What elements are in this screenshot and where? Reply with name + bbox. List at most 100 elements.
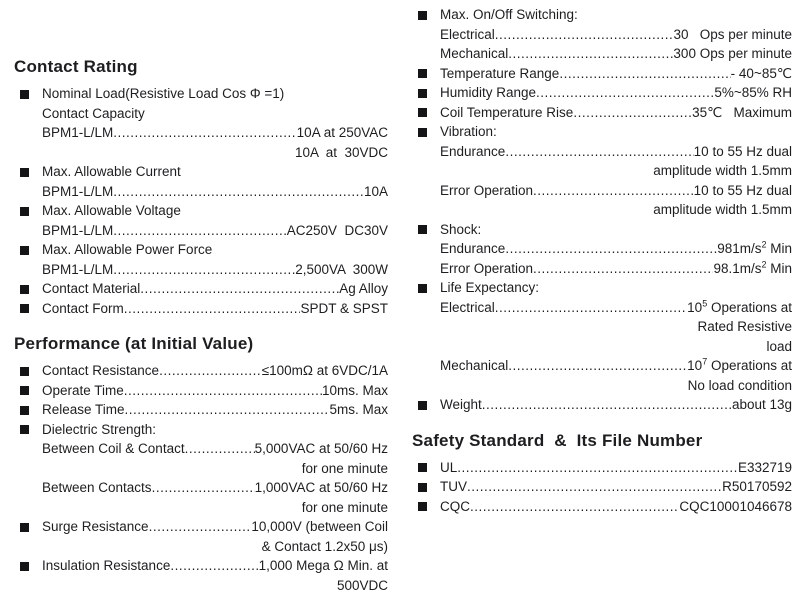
dotted-leader: ........................................…: [495, 298, 687, 318]
bullet-square-icon: [14, 556, 42, 576]
spec-value: 10 to 55 Hz dual: [694, 142, 792, 162]
dotted-leader: ........................................…: [113, 123, 296, 143]
dotted-leader: ........................................…: [125, 400, 330, 420]
spec-label: Insulation Resistance: [42, 556, 170, 576]
value-text: 10A: [364, 184, 388, 199]
dotted-leader: ........................................…: [124, 299, 301, 319]
bullet-spacer: [412, 181, 440, 201]
spacer: [42, 459, 302, 479]
bullet-spacer: [14, 576, 42, 595]
continuation-line: Rated Resistive: [412, 317, 792, 337]
spec-value: about 13g: [732, 395, 792, 415]
spec-value: 105 Operations at: [687, 298, 792, 318]
dotted-leader: ........................................…: [152, 478, 255, 498]
spec-line: Endurance...............................…: [412, 239, 792, 259]
bullet-square-icon: [412, 497, 440, 517]
spec-label: Contact Capacity: [42, 104, 145, 124]
spec-value: Rated Resistive: [697, 317, 792, 337]
spacer: [42, 537, 262, 557]
spec-value: R50170592: [722, 477, 792, 497]
spec-label: BPM1-L/LM: [42, 221, 113, 241]
spec-label: UL: [440, 458, 457, 478]
spec-label: Contact Form: [42, 299, 124, 319]
spec-label: Vibration:: [440, 122, 497, 142]
bullet-square-icon: [14, 201, 42, 221]
bullet-spacer: [14, 439, 42, 459]
square-bullet-icon: [20, 207, 29, 216]
spacer: [42, 576, 337, 595]
square-bullet-icon: [20, 406, 29, 415]
spec-value: - 40~85℃: [731, 64, 792, 84]
square-bullet-icon: [418, 225, 427, 234]
bullet-spacer: [412, 25, 440, 45]
spec-label: Mechanical: [440, 44, 508, 64]
dotted-leader: ........................................…: [113, 182, 364, 202]
continuation-line: load: [412, 337, 792, 357]
dotted-leader: ........................................…: [113, 260, 295, 280]
square-bullet-icon: [20, 386, 29, 395]
spec-value: 30 Ops per minute: [673, 25, 792, 45]
spec-line: Error Operation.........................…: [412, 259, 792, 279]
bullet-spacer: [412, 142, 440, 162]
value-text: 500VDC: [337, 578, 388, 593]
bullet-square-icon: [14, 361, 42, 381]
dotted-leader: ........................................…: [149, 517, 252, 537]
spec-label: Error Operation: [440, 259, 533, 279]
bullet-square-icon: [412, 5, 440, 25]
spec-line: Operate Time............................…: [14, 381, 388, 401]
dotted-leader: ........................................…: [508, 356, 687, 376]
value-text: No load condition: [688, 378, 792, 393]
spec-value: & Contact 1.2x50 μs): [262, 537, 388, 557]
value-text: Min: [766, 261, 792, 276]
spec-line: Mechanical..............................…: [412, 356, 792, 376]
spec-label: Error Operation: [440, 181, 533, 201]
bullet-square-icon: [14, 299, 42, 319]
spec-label: Life Expectancy:: [440, 278, 539, 298]
spec-line: Contact Resistance......................…: [14, 361, 388, 381]
spec-line: Contact Material........................…: [14, 279, 388, 299]
spec-label: Nominal Load(Resistive Load Cos Φ =1): [42, 84, 284, 104]
spec-line: Max. Allowable Voltage: [14, 201, 388, 221]
dotted-leader: ........................................…: [495, 25, 674, 45]
bullet-square-icon: [14, 279, 42, 299]
spec-line: Vibration:: [412, 122, 792, 142]
bullet-spacer: [412, 298, 440, 318]
value-text: load: [766, 339, 792, 354]
value-text: for one minute: [302, 461, 388, 476]
square-bullet-icon: [20, 562, 29, 571]
section-heading: Performance (at Initial Value): [14, 333, 388, 355]
value-text: 30 Ops per minute: [673, 27, 792, 42]
square-bullet-icon: [20, 246, 29, 255]
spec-line: BPM1-L/LM...............................…: [14, 123, 388, 143]
spec-label: Mechanical: [440, 356, 508, 376]
spec-label: Weight: [440, 395, 482, 415]
value-text: 5ms. Max: [329, 402, 388, 417]
bullet-spacer: [14, 537, 42, 557]
bullet-square-icon: [412, 477, 440, 497]
section-heading: Contact Rating: [14, 56, 388, 78]
spec-label: BPM1-L/LM: [42, 123, 113, 143]
spec-value: 107 Operations at: [687, 356, 792, 376]
spec-line: Insulation Resistance...................…: [14, 556, 388, 576]
spec-label: Coil Temperature Rise: [440, 103, 573, 123]
value-text: 10 to 55 Hz dual: [694, 183, 792, 198]
square-bullet-icon: [418, 128, 427, 137]
spec-value: ≤100mΩ at 6VDC/1A: [262, 361, 388, 381]
dotted-leader: ........................................…: [124, 381, 322, 401]
spacer: [440, 161, 653, 181]
spec-label: Surge Resistance: [42, 517, 149, 537]
dotted-leader: ........................................…: [505, 142, 693, 162]
dotted-leader: ........................................…: [467, 477, 722, 497]
spec-line: Contact Form............................…: [14, 299, 388, 319]
bullet-spacer: [14, 478, 42, 498]
value-text: 98.1m/s: [713, 261, 761, 276]
square-bullet-icon: [20, 304, 29, 313]
spec-line: Nominal Load(Resistive Load Cos Φ =1): [14, 84, 388, 104]
square-bullet-icon: [418, 284, 427, 293]
continuation-line: & Contact 1.2x50 μs): [14, 537, 388, 557]
square-bullet-icon: [418, 69, 427, 78]
bullet-spacer: [412, 200, 440, 220]
spec-line: Release Time............................…: [14, 400, 388, 420]
bullet-square-icon: [412, 103, 440, 123]
